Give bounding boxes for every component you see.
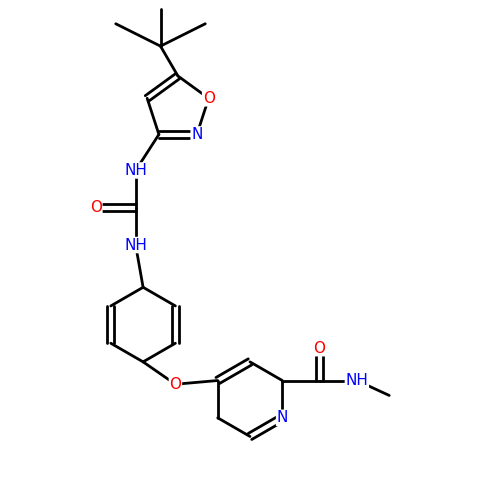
Text: N: N	[191, 127, 202, 142]
Text: O: O	[202, 91, 214, 106]
Text: NH: NH	[124, 163, 147, 178]
Text: O: O	[170, 377, 181, 392]
Text: NH: NH	[346, 373, 368, 388]
Text: N: N	[276, 410, 288, 426]
Text: NH: NH	[124, 238, 147, 252]
Text: O: O	[314, 340, 326, 355]
Text: O: O	[90, 200, 102, 215]
